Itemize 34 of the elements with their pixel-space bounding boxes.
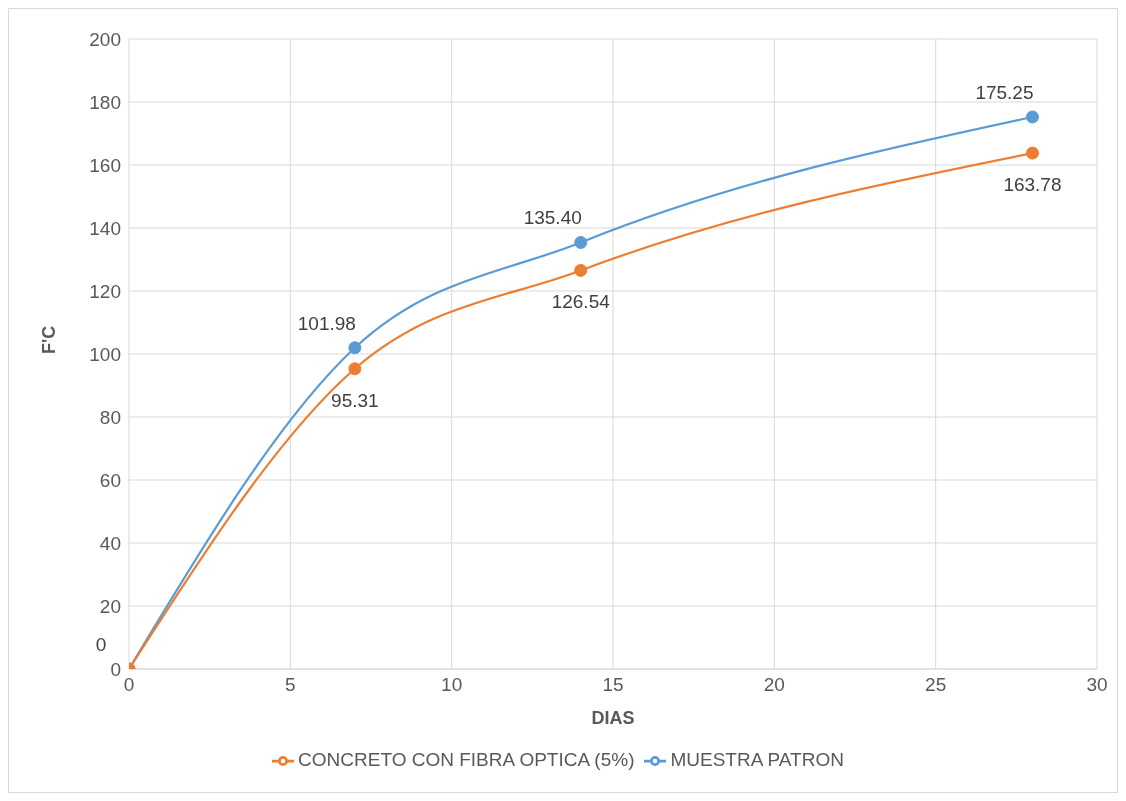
point [574,236,588,249]
data-label: 126.54 [551,291,611,313]
x-tick-label: 30 [1086,673,1108,695]
y-tick-label: 120 [89,280,121,302]
y-tick-label: 180 [89,91,121,113]
x-tick-label: 10 [441,673,463,695]
y-tick-label: 80 [99,406,121,428]
x-tick-label: 15 [602,673,624,695]
data-label: 163.78 [1003,174,1062,196]
x-tick-label: 25 [925,673,947,695]
x-tick-label: 0 [123,673,135,695]
y-tick-label: 100 [89,343,121,365]
data-label: 135.40 [523,207,582,229]
legend-label: MUESTRA PATRON [670,749,844,771]
x-tick-label: 20 [763,673,785,695]
legend-label: CONCRETO CON FIBRA OPTICA (5%) [298,749,635,771]
x-tick-label: 5 [285,673,296,695]
point [1025,146,1039,160]
point [348,362,362,376]
point [348,341,362,355]
y-tick-label: 60 [99,469,121,491]
data-label: 175.25 [975,81,1034,103]
y-tick-label: 0 [110,658,121,680]
y-tick-label: 200 [89,28,121,50]
x-axis-title: DIAS [591,708,635,729]
y-tick-label: 140 [89,217,121,239]
y-tick-label: 20 [99,595,121,617]
y-axis-title: F'C [39,325,60,355]
point [1025,110,1039,124]
data-label: 95.31 [331,389,379,411]
point [574,263,588,277]
y-tick-label: 40 [99,532,121,554]
data-label: 101.98 [297,312,356,334]
y-tick-label: 160 [89,154,121,176]
